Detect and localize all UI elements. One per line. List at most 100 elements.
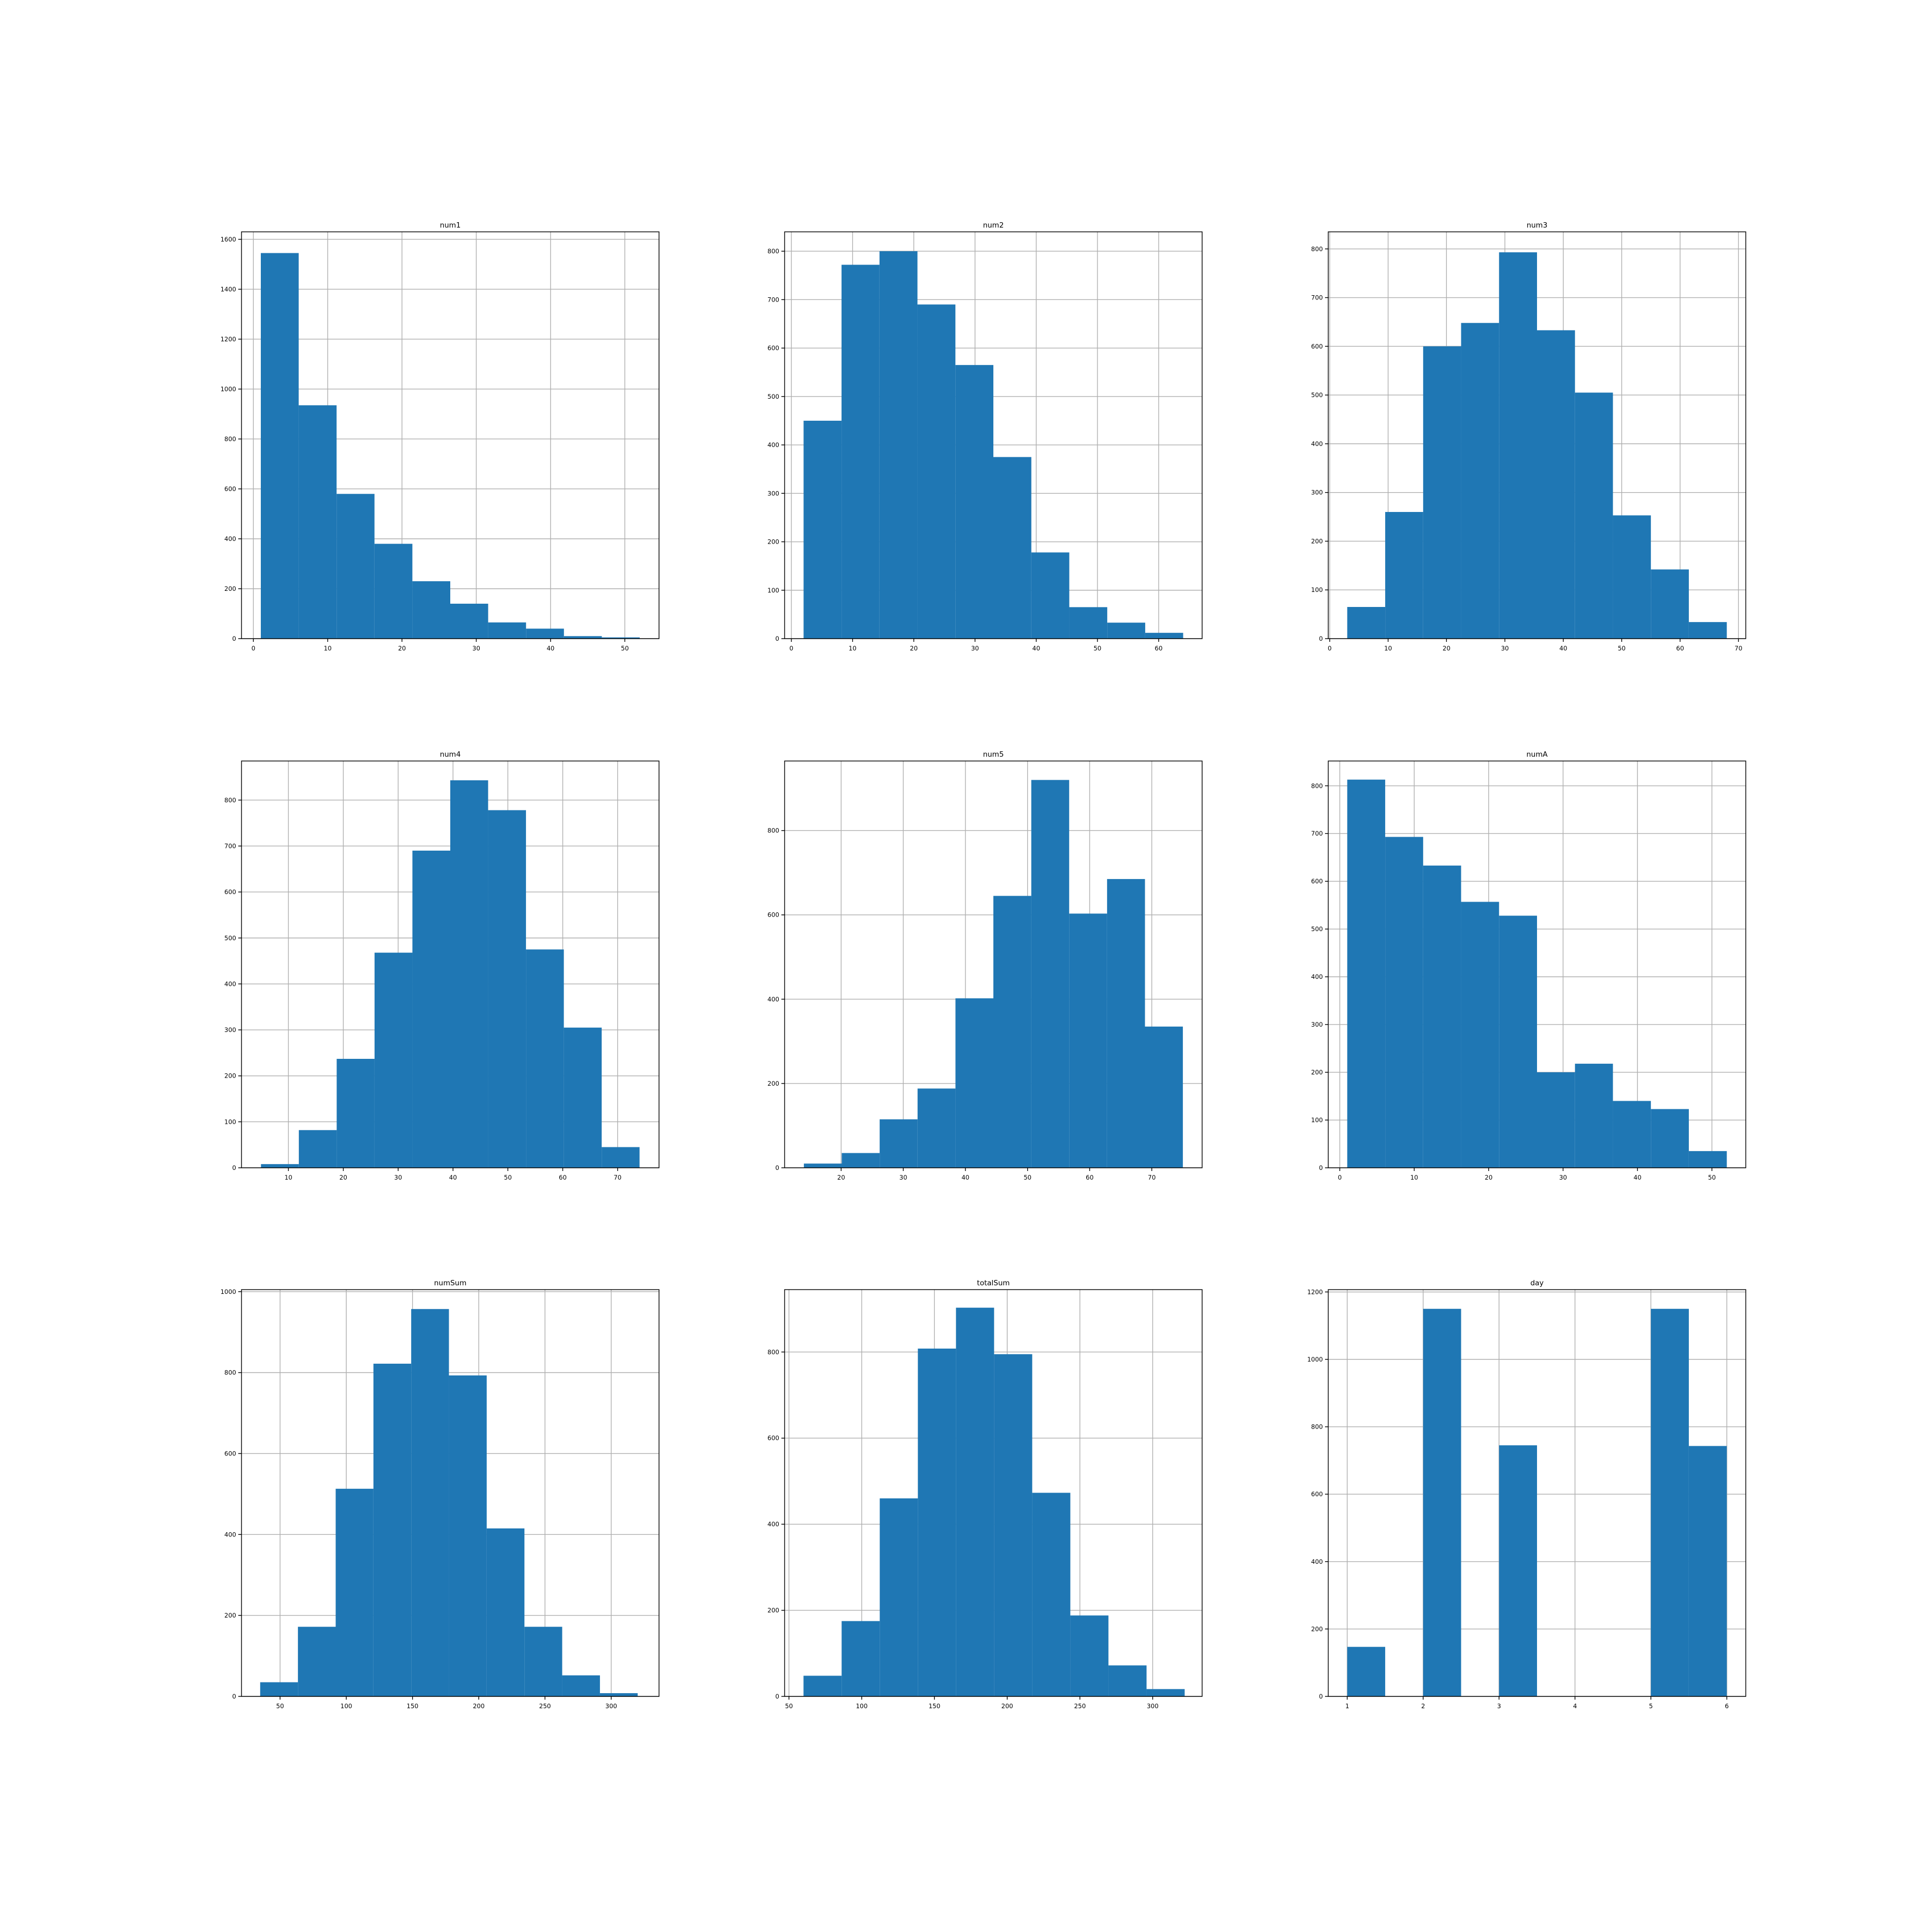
y-tick-label: 600: [1311, 1490, 1323, 1498]
x-tick-label: 50: [1708, 1174, 1716, 1181]
x-tick-label: 10: [324, 645, 332, 652]
histogram-bar: [562, 1675, 600, 1696]
x-tick-label: 4: [1573, 1702, 1577, 1710]
histogram-bar: [298, 1130, 337, 1168]
histogram-bar: [841, 1153, 880, 1168]
x-tick-label: 20: [1443, 645, 1451, 652]
histogram-bar: [1108, 1665, 1147, 1696]
histogram-bar: [1032, 1492, 1071, 1696]
histogram-bar: [298, 1627, 336, 1696]
x-tick-label: 0: [1338, 1174, 1342, 1181]
y-tick-label: 0: [1319, 1693, 1323, 1700]
x-tick-label: 250: [1074, 1702, 1086, 1710]
histogram-bar: [298, 405, 337, 639]
y-tick-label: 700: [767, 296, 779, 303]
subplot-title: totalSum: [977, 1279, 1009, 1287]
x-tick-label: 30: [899, 1174, 908, 1181]
axes-frame: [1328, 231, 1746, 639]
y-tick-label: 400: [224, 980, 236, 987]
y-tick-label: 0: [232, 1693, 236, 1700]
x-tick-label: 10: [848, 645, 857, 652]
y-tick-label: 600: [224, 485, 236, 493]
subplot-day: 1 2 3 4 5 6 0 200 400 600 800 1000 1200 day: [1307, 1279, 1746, 1710]
subplot-title: day: [1531, 1279, 1544, 1287]
y-tick-label: 400: [1311, 440, 1323, 448]
y-tick-label: 0: [1319, 1164, 1323, 1172]
y-tick-label: 0: [1319, 635, 1323, 642]
histogram-bar: [803, 420, 842, 639]
y-tick-label: 0: [232, 635, 236, 642]
y-tick-label: 0: [775, 1693, 779, 1700]
y-tick-label: 600: [767, 345, 779, 352]
histogram-bar: [526, 628, 564, 639]
y-tick-label: 100: [1311, 1116, 1323, 1124]
y-tick-label: 1200: [221, 335, 236, 343]
x-tick-label: 70: [1735, 645, 1743, 652]
histogram-bar: [526, 949, 564, 1168]
x-tick-label: 40: [962, 1174, 970, 1181]
histogram-bar: [1461, 323, 1499, 639]
y-tick-label: 100: [224, 1118, 236, 1125]
y-tick-label: 300: [1311, 1021, 1323, 1028]
histogram-bar: [450, 603, 488, 639]
x-tick-label: 50: [785, 1702, 793, 1710]
y-tick-label: 600: [767, 911, 779, 919]
histogram-bar: [564, 1027, 602, 1168]
histogram-bar: [336, 1059, 375, 1168]
x-tick-label: 60: [1155, 645, 1163, 652]
histogram-bar: [1107, 879, 1145, 1168]
histogram-bar: [879, 251, 918, 639]
y-tick-label: 600: [1311, 877, 1323, 885]
histogram-bar: [449, 1375, 487, 1696]
x-tick-label: 0: [251, 645, 255, 652]
x-tick-label: 50: [1094, 645, 1102, 652]
y-tick-label: 400: [767, 1520, 779, 1528]
histogram-bar: [1688, 1151, 1727, 1168]
histogram-bar: [956, 1307, 994, 1696]
y-tick-label: 400: [767, 996, 779, 1003]
y-tick-label: 200: [1311, 537, 1323, 545]
subplot-title: num3: [1527, 221, 1548, 230]
y-tick-label: 400: [767, 441, 779, 449]
y-tick-label: 500: [1311, 391, 1323, 399]
y-tick-label: 200: [767, 1080, 779, 1087]
histogram-bar: [1537, 1072, 1575, 1168]
y-tick-label: 500: [767, 393, 779, 400]
histogram-bar: [1575, 392, 1613, 639]
histogram-bar: [260, 1682, 298, 1696]
y-tick-label: 800: [1311, 782, 1323, 789]
x-tick-label: 1: [1345, 1702, 1349, 1710]
x-tick-label: 150: [928, 1702, 940, 1710]
y-tick-label: 1000: [1307, 1356, 1323, 1363]
y-tick-label: 800: [224, 796, 236, 804]
histogram-bar: [994, 1354, 1033, 1696]
histogram-bar: [1423, 865, 1461, 1168]
y-tick-label: 700: [224, 842, 236, 850]
subplot-totalSum: 50 100 150 200 250 300 0 200 400 600 800 totalSum: [767, 1279, 1203, 1710]
x-tick-label: 50: [1023, 1174, 1031, 1181]
subplot-numSum: 50 100 150 200 250 300 0 200 400 600 800 1000 numSum: [221, 1279, 660, 1710]
x-tick-label: 60: [559, 1174, 567, 1181]
y-tick-label: 800: [767, 827, 779, 835]
x-tick-label: 10: [284, 1174, 292, 1181]
x-tick-label: 20: [1485, 1174, 1493, 1181]
x-tick-label: 50: [621, 645, 629, 652]
y-tick-label: 800: [767, 247, 779, 255]
histogram-bar: [488, 810, 526, 1168]
histogram-bar: [803, 1675, 842, 1696]
y-tick-label: 800: [1311, 1423, 1323, 1431]
y-tick-label: 400: [1311, 973, 1323, 980]
histogram-bar: [564, 636, 602, 639]
histogram-bar: [602, 1147, 640, 1168]
axes-frame: [784, 1289, 1203, 1697]
x-tick-label: 50: [504, 1174, 512, 1181]
histogram-bar: [993, 457, 1031, 639]
x-tick-label: 30: [1559, 1174, 1567, 1181]
axes-frame: [784, 760, 1203, 1168]
x-tick-label: 30: [1501, 645, 1509, 652]
x-tick-label: 60: [1086, 1174, 1094, 1181]
histogram-bar: [1347, 779, 1386, 1168]
histogram-bar: [488, 622, 526, 639]
histogram-bar: [1537, 330, 1575, 639]
histogram-bar: [918, 1348, 956, 1696]
